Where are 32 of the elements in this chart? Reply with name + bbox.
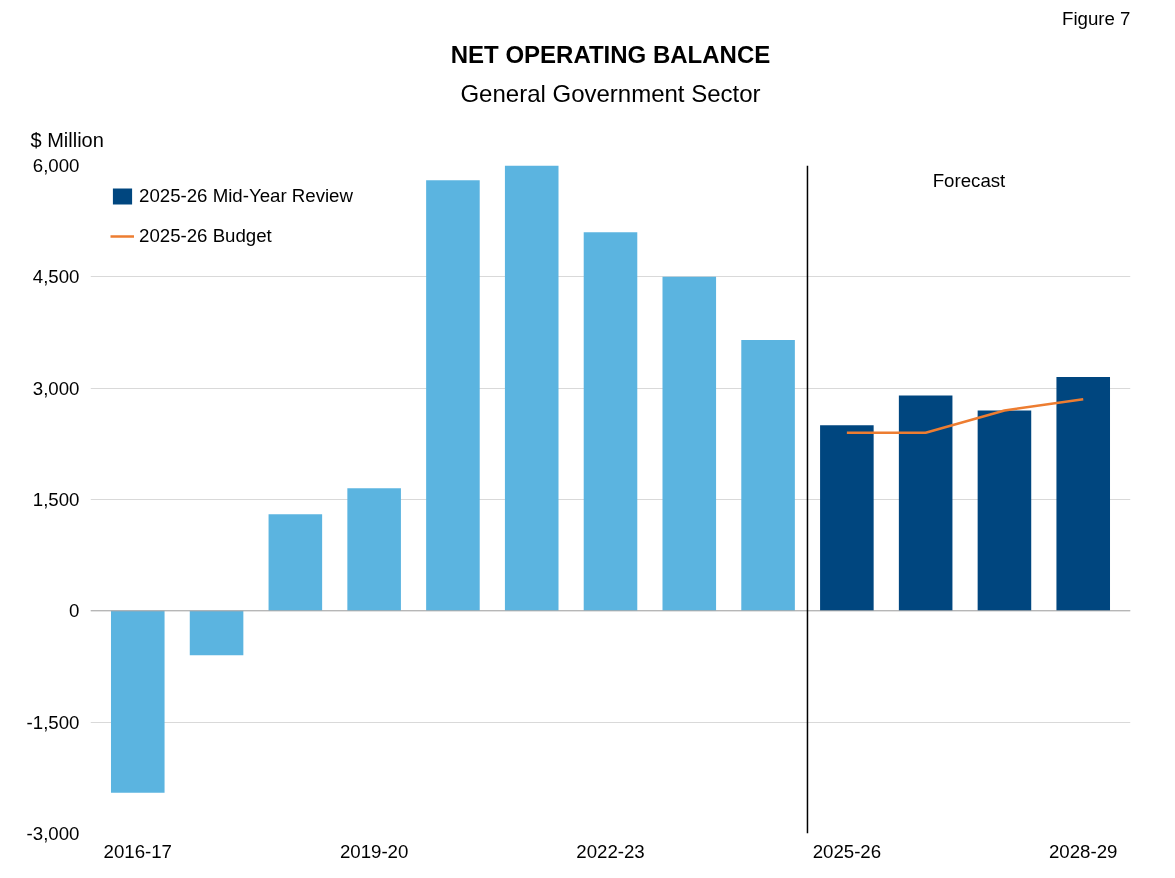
bar (741, 339, 795, 611)
bar (820, 425, 874, 611)
annotation: Forecast (932, 169, 1007, 191)
bar (110, 610, 165, 793)
chart-title: NET OPERATING BALANCE (450, 40, 771, 68)
bar (977, 410, 1032, 611)
x-tick-label: 2016-17 (103, 840, 173, 862)
y-tick-label: -1,500 (26, 711, 80, 733)
y-tick-label: 4,500 (32, 266, 80, 288)
x-tick-label: 2028-29 (1048, 840, 1118, 862)
y-tick-label: 3,000 (32, 377, 80, 399)
y-tick-label: 0 (69, 600, 80, 622)
bar (426, 180, 480, 611)
caption: Figure 7 (1062, 7, 1131, 29)
y-tick-label: 1,500 (32, 489, 80, 510)
legend-label: 2025-26 Mid-Year Review (139, 185, 353, 207)
bar (1056, 377, 1111, 611)
bar (189, 610, 244, 656)
y-tick-label: 6,000 (32, 155, 80, 176)
y-tick-label: -3,000 (26, 823, 80, 844)
x-tick-label: 2025-26 (812, 840, 882, 862)
bar (898, 395, 953, 611)
x-tick-label: 2022-23 (576, 840, 645, 862)
bar (583, 232, 638, 611)
x-tick-label: 2019-20 (339, 840, 409, 862)
legend-label: 2025-26 Budget (139, 225, 272, 247)
bar (347, 488, 401, 611)
bar (662, 276, 717, 611)
y-axis-title: $ Million (30, 128, 104, 151)
chart-subtitle: General Government Sector (460, 79, 761, 107)
bar (268, 514, 323, 611)
bar (504, 165, 559, 611)
